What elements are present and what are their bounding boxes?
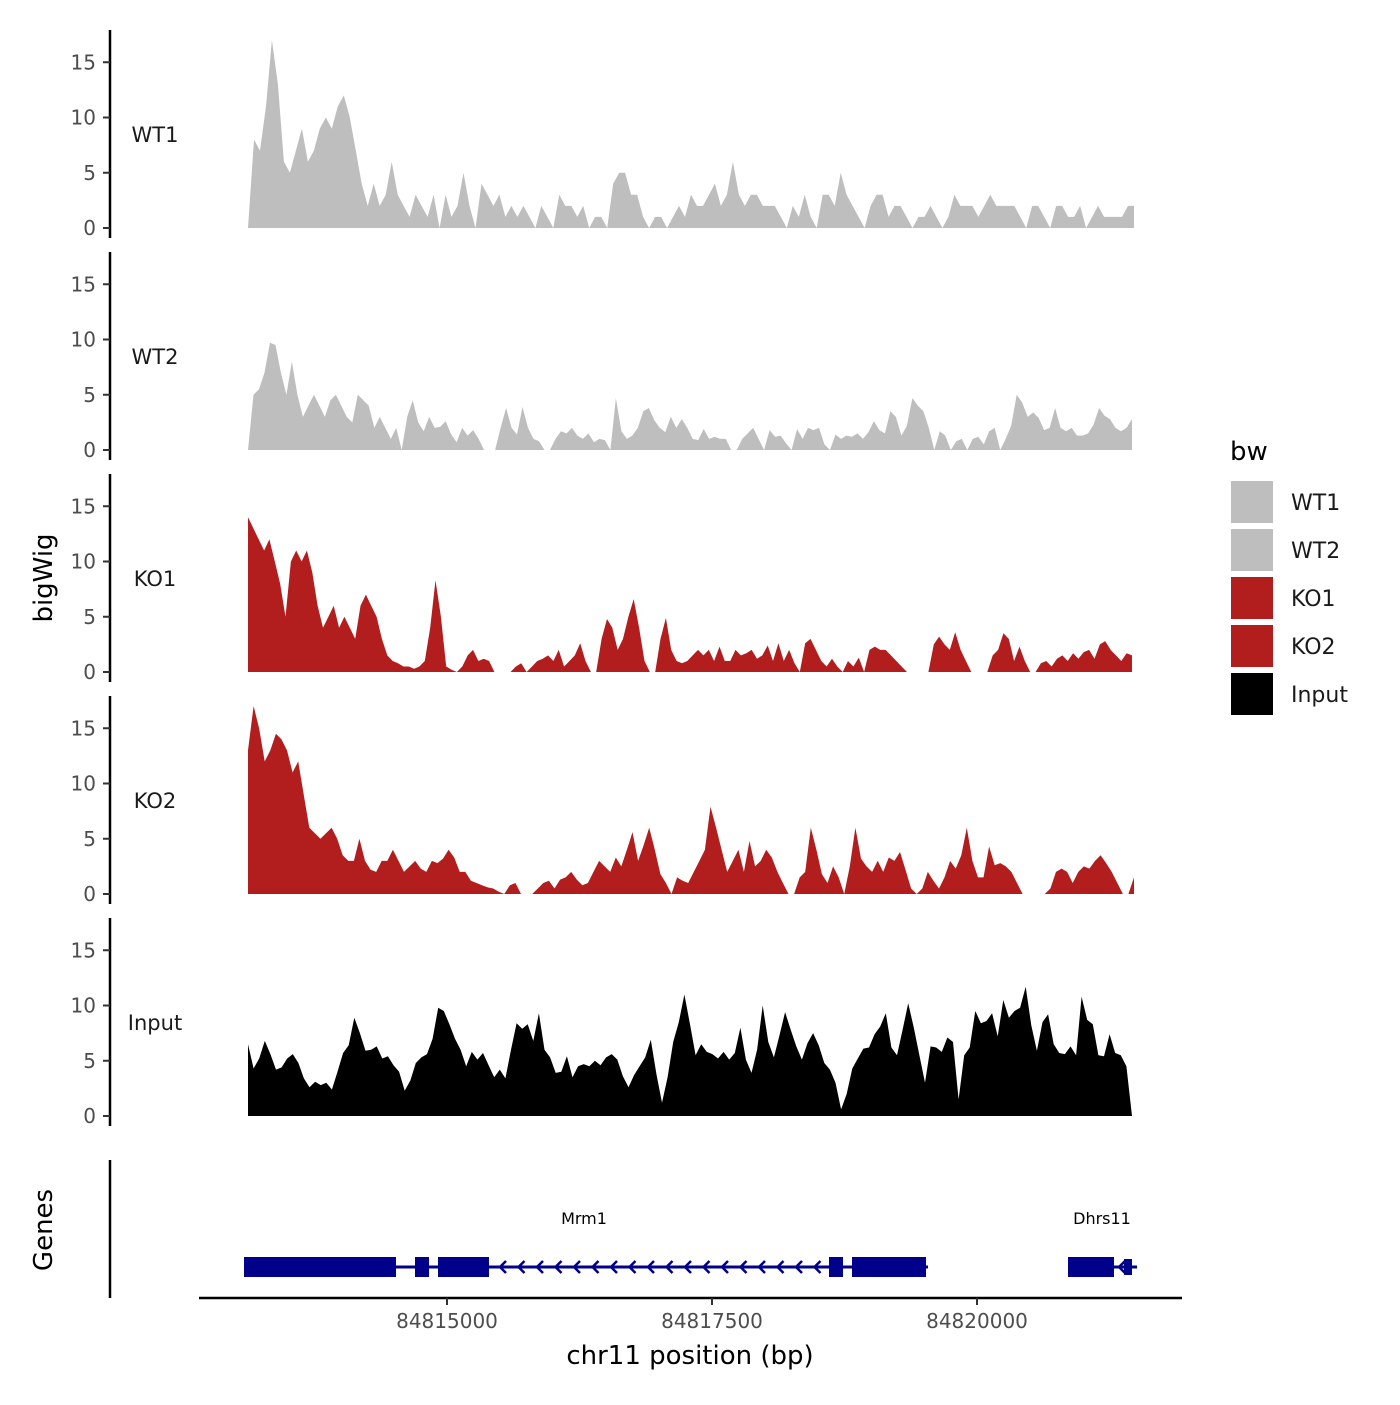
strand-arrow: [683, 1260, 692, 1274]
strand-arrow: [516, 1260, 526, 1274]
gene-exon: [438, 1257, 489, 1277]
y-tick-label: 0: [83, 660, 96, 684]
y-tick-label: 10: [71, 328, 96, 352]
legend-label-wt1: WT1: [1291, 491, 1340, 516]
y-tick-label: 5: [83, 827, 96, 851]
gene-mrm1: Mrm1: [244, 1209, 928, 1277]
strand-arrow: [609, 1260, 618, 1274]
y-tick-label: 10: [71, 550, 96, 574]
track-label: Input: [128, 1011, 182, 1035]
legend-label-ko2: KO2: [1291, 635, 1336, 660]
strand-arrow: [535, 1260, 544, 1274]
signal-area-wt1: [248, 40, 1134, 228]
legend-swatch-wt2: [1229, 527, 1275, 573]
strand-arrow: [664, 1260, 674, 1274]
strand-arrow: [553, 1260, 563, 1274]
strand-arrow: [627, 1260, 637, 1274]
gene-exon: [1068, 1257, 1114, 1277]
legend-label-ko1: KO1: [1291, 587, 1336, 612]
x-axis: 84815000 84817500 84820000: [199, 1296, 1182, 1333]
track-label: KO2: [134, 789, 177, 813]
strand-arrow: [812, 1260, 822, 1274]
strand-arrow: [738, 1260, 748, 1274]
y-tick-label: 5: [83, 605, 96, 629]
gene-label-dhrs11: Dhrs11: [1073, 1209, 1131, 1228]
strand-arrow: [572, 1260, 581, 1274]
signal-area-wt2: [248, 342, 1132, 450]
gene-exon: [415, 1257, 429, 1277]
track-wt1: 0 5 10 15 WT1: [71, 30, 1134, 240]
y-tick-label: 15: [71, 50, 96, 74]
y-tick-label: 0: [83, 882, 96, 906]
legend-swatch-ko1: [1229, 575, 1275, 621]
legend-swatch-ko2: [1229, 623, 1275, 669]
y-tick-label: 10: [71, 772, 96, 796]
x-tick-label: 84820000: [926, 1309, 1028, 1333]
gene-track: Mrm1 Dhrs11: [108, 1160, 1137, 1298]
x-axis-title: chr11 position (bp): [566, 1341, 813, 1371]
gene-label-mrm1: Mrm1: [561, 1209, 607, 1228]
y-tick-label: 15: [71, 938, 96, 962]
track-ko2: 0 5 10 15 KO2: [71, 696, 1134, 906]
track-input: 0 5 10 15 Input: [71, 918, 1132, 1128]
y-axis-title: bigWig: [29, 533, 59, 622]
y-tick-label: 5: [83, 161, 96, 185]
legend-label-input: Input: [1291, 683, 1348, 708]
legend: bw WT1 WT2 KO1 KO2 Input: [1229, 437, 1348, 717]
strand-arrow: [720, 1260, 729, 1274]
signal-area-ko1: [248, 517, 1132, 672]
y-tick-label: 15: [71, 716, 96, 740]
track-label: KO1: [134, 567, 177, 591]
signal-area-ko2: [248, 706, 1134, 894]
legend-swatch-wt1: [1229, 479, 1275, 525]
y-tick-label: 0: [83, 1104, 96, 1128]
strand-arrow: [1117, 1260, 1126, 1274]
strand-arrow: [701, 1260, 711, 1274]
gene-dhrs11: Dhrs11: [1068, 1209, 1137, 1277]
y-tick-label: 10: [71, 106, 96, 130]
y-tick-label: 0: [83, 216, 96, 240]
gene-exon: [829, 1257, 843, 1277]
gene-exon: [852, 1257, 926, 1277]
legend-label-wt2: WT2: [1291, 539, 1340, 564]
strand-arrow: [498, 1260, 507, 1274]
legend-title: bw: [1230, 437, 1268, 467]
track-label: WT2: [132, 345, 179, 369]
y-tick-label: 0: [83, 438, 96, 462]
strand-arrow: [794, 1260, 803, 1274]
strand-arrow: [590, 1260, 600, 1274]
genes-axis-title: Genes: [29, 1189, 59, 1271]
strand-arrow: [757, 1260, 766, 1274]
legend-swatch-input: [1229, 671, 1275, 717]
track-ko1: 0 5 10 15 KO1: [71, 474, 1132, 684]
gene-exon: [244, 1257, 396, 1277]
y-tick-label: 5: [83, 1049, 96, 1073]
track-label: WT1: [132, 123, 179, 147]
x-tick-label: 84817500: [661, 1309, 763, 1333]
gene-exon: [1124, 1259, 1132, 1275]
y-tick-label: 10: [71, 994, 96, 1018]
track-wt2: 0 5 10 15 WT2: [71, 252, 1132, 462]
strand-arrow: [775, 1260, 785, 1274]
strand-arrow: [646, 1260, 655, 1274]
y-tick-label: 5: [83, 383, 96, 407]
signal-area-input: [248, 986, 1132, 1116]
signal-tracks: 0 5 10 15 WT1 0 5 10 15 WT2 0 5 10 15 KO1 0 5 10 15 KO2 0 5 10…: [71, 30, 1134, 1128]
y-tick-label: 15: [71, 272, 96, 296]
y-tick-label: 15: [71, 494, 96, 518]
x-tick-label: 84815000: [396, 1309, 498, 1333]
